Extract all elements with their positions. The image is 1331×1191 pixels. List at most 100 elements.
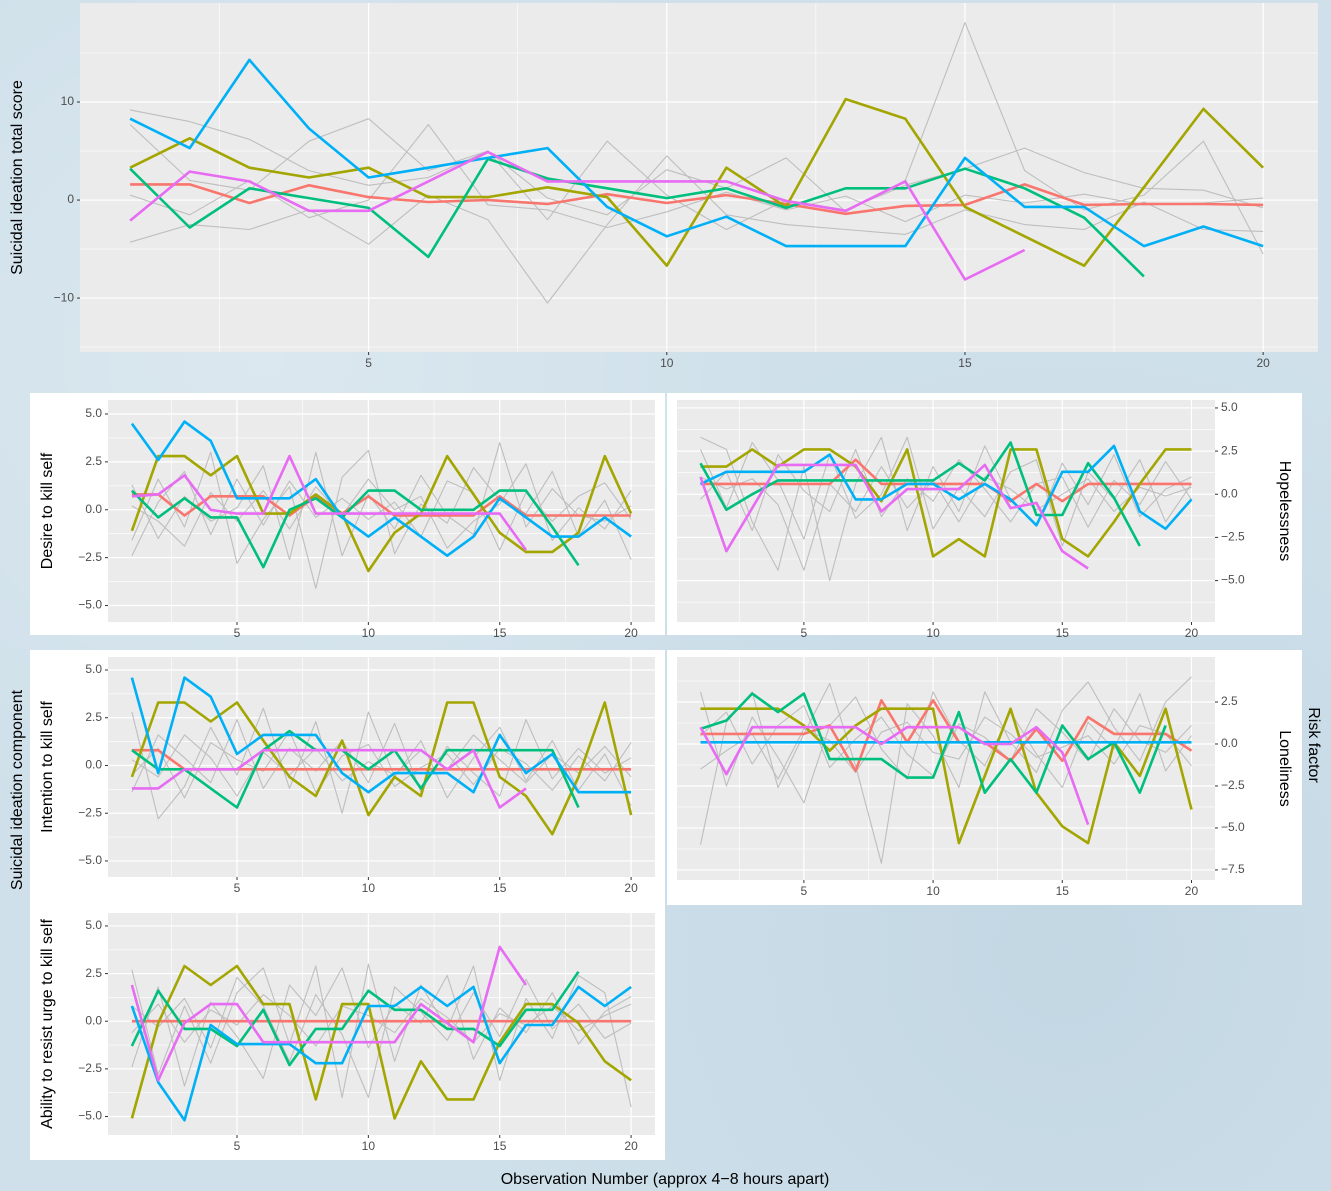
x-tick-label: 20 — [1256, 356, 1270, 370]
series-line — [700, 458, 1192, 503]
x-tick-label: 5 — [801, 626, 808, 640]
x-tick-label: 5 — [801, 884, 808, 898]
series-line — [700, 448, 1192, 532]
x-tick-label: 20 — [624, 1139, 638, 1153]
y-tick-label: −5.0 — [78, 1109, 102, 1123]
series-line — [131, 707, 632, 820]
x-tick-label: 15 — [958, 356, 972, 370]
x-tick-label: 10 — [926, 884, 940, 898]
y-tick-label: 2.5 — [85, 454, 102, 468]
series-line — [130, 970, 580, 1067]
series-line — [130, 945, 528, 1082]
plot-area — [677, 400, 1215, 622]
x-tick-label: 5 — [365, 356, 372, 370]
series-line — [130, 985, 632, 1122]
y-axis-title: Intention to kill self — [39, 701, 56, 833]
y-tick-label: −7.5 — [1221, 862, 1245, 876]
x-tick-label: 15 — [493, 881, 507, 895]
y-tick-label: −5.0 — [1221, 573, 1245, 587]
x-tick-label: 15 — [493, 626, 507, 640]
y-tick-label: −2.5 — [1221, 530, 1245, 544]
series-line — [129, 150, 1026, 281]
series-line — [700, 699, 1193, 773]
series-line — [129, 22, 1264, 255]
series-line — [700, 704, 1192, 777]
series-line — [130, 676, 632, 794]
y-axis-title: Ability to resist urge to kill self — [39, 919, 56, 1129]
series-line — [129, 155, 1264, 304]
series-line — [131, 454, 528, 551]
y-tick-label: 2.5 — [85, 710, 102, 724]
series-line — [131, 493, 632, 517]
x-axis-title: Observation Number (approx 4−8 hours apa… — [501, 1171, 830, 1188]
x-tick-label: 5 — [234, 881, 241, 895]
y-tick-label: 0.0 — [85, 1013, 102, 1027]
panel: −10 0 10 5 10 15 20 Suicidal ideation total sco… — [9, 3, 1318, 370]
x-tick-label: 20 — [1185, 626, 1199, 640]
y-tick-label: 0.0 — [1221, 736, 1238, 750]
panel: −5.0 −2.5 0.0 2.5 5.0 5 10 15 20 Hopelessness — [667, 393, 1302, 640]
panel: −5.0 −2.5 0.0 2.5 5.0 5 10 15 20 Desire to kill s… — [30, 393, 665, 640]
y-tick-label: 2.5 — [85, 966, 102, 980]
y-tick-label: −5.0 — [1221, 820, 1245, 834]
series-line — [131, 729, 580, 809]
y-tick-label: 5.0 — [85, 406, 102, 420]
y-tick-label: 0.0 — [85, 758, 102, 772]
series-line — [700, 692, 1167, 794]
y-tick-label: −2.5 — [78, 1061, 102, 1075]
x-tick-label: 20 — [624, 626, 638, 640]
plot-area — [80, 3, 1318, 352]
y-tick-label: −2.5 — [78, 805, 102, 819]
right-group-label: Risk factor — [1305, 707, 1322, 783]
x-tick-label: 20 — [624, 881, 638, 895]
series-line — [700, 466, 1192, 571]
y-tick-label: 2.5 — [1221, 694, 1238, 708]
series-line — [129, 157, 1145, 278]
series-line — [131, 963, 632, 1108]
x-tick-label: 15 — [1056, 884, 1070, 898]
series-line — [699, 444, 1193, 531]
series-line — [131, 442, 632, 561]
panel: −5.0 −2.5 0.0 2.5 5.0 5 10 15 20 Ability to resis… — [30, 905, 665, 1160]
x-tick-label: 15 — [1056, 626, 1070, 640]
series-line — [130, 701, 633, 836]
series-line — [130, 489, 580, 569]
plot-area — [108, 657, 655, 877]
series-line — [130, 183, 1264, 216]
y-axis-title: Desire to kill self — [39, 452, 56, 569]
y-tick-label: 5.0 — [85, 662, 102, 676]
y-tick-label: 10 — [61, 94, 75, 108]
plot-area — [677, 657, 1215, 880]
y-axis-title: Suicidal ideation total score — [9, 80, 26, 275]
y-tick-label: 0 — [67, 192, 74, 206]
y-axis-title: Hopelessness — [1276, 461, 1293, 562]
series-line — [699, 463, 1089, 570]
series-line — [700, 707, 1193, 845]
y-tick-label: 5.0 — [85, 918, 102, 932]
y-tick-label: −2.5 — [1221, 778, 1245, 792]
x-tick-label: 10 — [362, 626, 376, 640]
series-line — [699, 441, 1141, 547]
x-tick-label: 10 — [660, 356, 674, 370]
y-tick-label: −2.5 — [78, 550, 102, 564]
series-line — [129, 58, 1264, 248]
x-tick-label: 10 — [362, 881, 376, 895]
series-line — [129, 97, 1265, 267]
series-line — [129, 124, 1264, 229]
left-group-label: Suicidal ideation component — [9, 689, 26, 890]
y-tick-label: −10 — [54, 290, 75, 304]
x-tick-label: 10 — [362, 1139, 376, 1153]
x-tick-label: 20 — [1185, 884, 1199, 898]
panel: −5.0 −2.5 0.0 2.5 5.0 5 10 15 20 Intention to kil… — [30, 650, 665, 905]
panel: −7.5 −5.0 −2.5 0.0 2.5 5 10 15 20 Loneliness — [667, 650, 1302, 905]
y-tick-label: 2.5 — [1221, 443, 1238, 457]
x-tick-label: 5 — [234, 626, 241, 640]
series-line — [131, 967, 632, 1087]
y-axis-title: Loneliness — [1276, 730, 1293, 807]
x-tick-label: 10 — [926, 626, 940, 640]
x-tick-label: 15 — [493, 1139, 507, 1153]
series-line — [131, 748, 527, 809]
series-line — [130, 454, 633, 573]
